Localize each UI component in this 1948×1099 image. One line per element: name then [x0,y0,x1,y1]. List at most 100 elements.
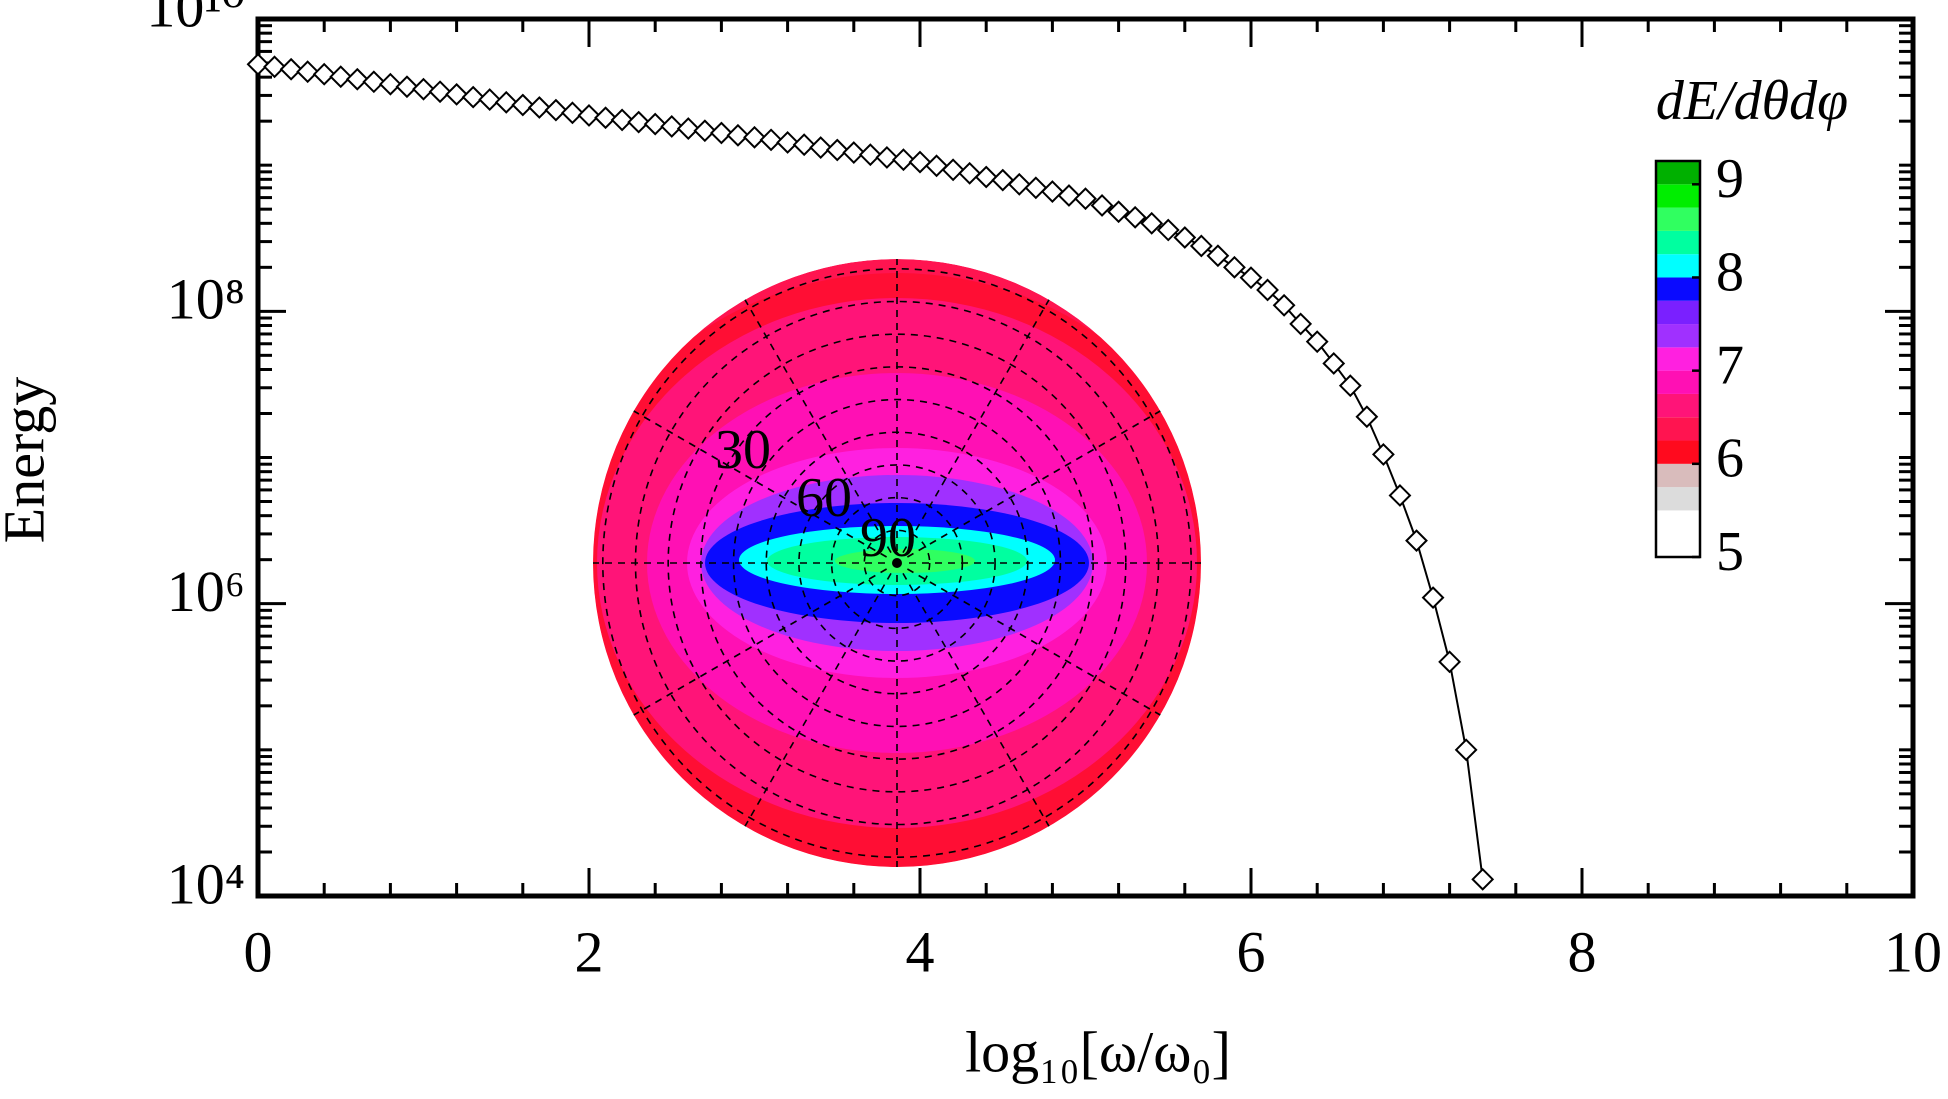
polar-grid-circle [602,268,1192,858]
colorbar-band [1656,463,1700,488]
data-marker [1074,187,1097,211]
colorbar-band [1656,277,1700,301]
colorbar-band [1656,510,1700,557]
polar-grid-spoke [633,568,888,716]
colorbar-band [1656,184,1700,208]
data-marker [544,98,568,122]
data-marker [1007,172,1031,196]
x-tick-label: 2 [575,919,604,984]
data-marker [925,154,948,178]
x-tick-label: 10 [1884,919,1942,984]
data-marker [759,128,783,152]
colorbar-band [1656,161,1700,185]
data-marker [676,117,700,140]
data-marker [1040,180,1064,203]
data-marker [594,106,617,130]
polar-grid-circle [798,464,996,662]
data-marker [892,148,915,172]
data-marker [858,143,882,167]
data-marker [428,80,452,104]
colorbar-band [1656,207,1700,231]
data-marker [1057,184,1081,207]
data-marker [1107,200,1131,224]
data-marker [660,115,684,138]
data-marker [1454,738,1478,762]
colorbar-tick-label: 9 [1716,148,1744,210]
data-marker [1322,352,1346,375]
data-marker [1421,586,1445,610]
data-marker [312,62,336,86]
angle-label: 30 [715,419,771,481]
colorbar-band [1656,417,1700,441]
data-marker [577,103,601,127]
data-marker [561,101,584,125]
data-marker [1355,405,1379,429]
data-marker [1140,211,1164,235]
y-tick-label: 10¹⁰ [146,0,245,39]
y-tick-label: 10⁴ [167,851,245,916]
data-marker [1223,255,1246,279]
contour-region [835,549,975,573]
colorbar-band [1656,440,1700,464]
polar-grid-spoke [902,572,1050,827]
angle-label: 60 [796,467,852,529]
data-marker [412,77,435,101]
polar-grid-spoke [902,299,1050,554]
data-marker [825,138,849,162]
data-marker [527,96,551,119]
polar-grid-spoke [906,410,1161,558]
colorbar-band [1656,324,1700,348]
polar-grid-circle [863,529,931,597]
data-marker [1123,205,1147,229]
colorbar-band [1656,393,1700,418]
data-marker [461,85,485,109]
data-marker [1305,330,1329,354]
data-marker [693,119,717,143]
data-marker [378,72,402,96]
data-marker [1272,293,1296,317]
colorbar-tick-label: 7 [1716,334,1744,396]
colorbar-frame [1654,159,1702,559]
colorbar-tick-label: 5 [1716,521,1744,583]
data-marker [709,121,733,145]
polar-grid-circle [667,333,1127,793]
data-marker [875,145,899,169]
colorbar-band [1656,487,1700,511]
data-marker [974,165,998,189]
x-axis-label: log₁₀[ω/ω₀] [965,1019,1231,1084]
colorbar-band [1656,370,1700,394]
data-marker [362,70,386,94]
data-marker [246,52,270,76]
data-marker [1239,266,1263,290]
x-tick-label: 8 [1568,919,1597,984]
data-marker [445,82,469,106]
data-marker [478,88,502,111]
data-marker [809,136,833,159]
data-marker [279,57,303,81]
data-marker [1256,278,1279,302]
data-marker [1173,226,1197,249]
data-marker [263,55,286,79]
data-marker [345,67,369,91]
colorbar-band [1656,347,1700,371]
x-tick-label: 0 [244,919,273,984]
y-tick-label: 10⁶ [167,559,245,624]
data-marker [941,158,965,182]
data-marker [958,161,982,185]
polar-grid-spoke [906,568,1161,716]
polar-grid-spoke [744,572,892,827]
data-marker [842,141,866,164]
data-marker [1405,529,1428,553]
y-axis-label: Energy [0,377,56,543]
colorbar-band [1656,254,1700,278]
data-marker [1024,176,1048,200]
data-marker [743,125,766,149]
data-marker [991,168,1015,192]
data-marker [776,131,800,154]
data-marker [643,112,667,136]
data-marker [1471,867,1495,891]
x-tick-label: 6 [1237,919,1266,984]
data-marker [792,133,816,157]
colorbar-band [1656,300,1700,325]
